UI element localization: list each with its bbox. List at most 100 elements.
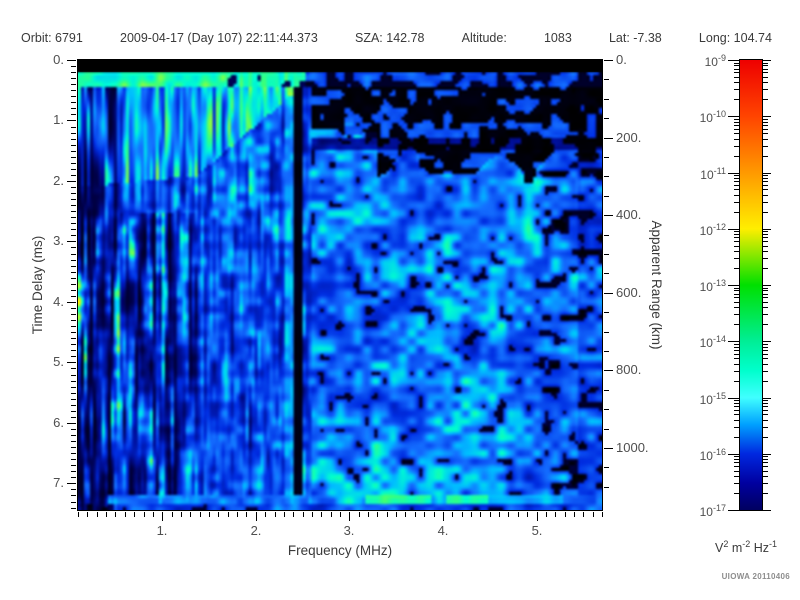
tick-mark [763, 125, 768, 126]
tick-mark [67, 362, 76, 363]
tick-mark [734, 89, 739, 90]
y-right-tick-label: 600. [616, 285, 642, 300]
tick-mark [763, 82, 768, 83]
tick-mark [71, 187, 76, 188]
tick-mark [734, 237, 739, 238]
tick-mark [604, 370, 613, 371]
tick-mark [71, 151, 76, 152]
colorbar-tick-label: 10-13 [699, 278, 726, 294]
tick-mark [734, 483, 739, 484]
tick-mark [368, 512, 369, 517]
tick-mark [734, 420, 739, 421]
tick-mark [763, 410, 768, 411]
tick-mark [763, 483, 768, 484]
tick-mark [71, 133, 76, 134]
tick-mark [471, 512, 472, 517]
y-left-tick-label: 6. [53, 415, 64, 430]
tick-mark [71, 84, 76, 85]
tick-mark [67, 302, 76, 303]
tick-mark [604, 176, 609, 177]
tick-mark [284, 512, 285, 517]
tick-mark [734, 493, 739, 494]
tick-mark [763, 60, 771, 61]
tick-mark [87, 512, 88, 517]
tick-mark [546, 512, 547, 517]
tick-mark [763, 406, 768, 407]
tick-mark [527, 512, 528, 517]
tick-mark [763, 466, 768, 467]
tick-mark [604, 157, 609, 158]
tick-mark [71, 326, 76, 327]
tick-mark [763, 290, 768, 291]
tick-mark [734, 181, 739, 182]
tick-mark [763, 89, 768, 90]
tick-mark [71, 508, 76, 509]
tick-mark [71, 272, 76, 273]
tick-mark [604, 448, 613, 449]
tick-mark [734, 381, 739, 382]
tick-mark [71, 266, 76, 267]
tick-mark [190, 512, 191, 517]
tick-mark [763, 364, 768, 365]
tick-mark [71, 175, 76, 176]
colorbar-gradient [740, 60, 762, 510]
x-tick-label: 3. [343, 523, 355, 538]
tick-mark [71, 459, 76, 460]
tick-mark [71, 375, 76, 376]
tick-mark [71, 260, 76, 261]
tick-mark [604, 235, 609, 236]
tick-mark [734, 175, 739, 176]
tick-mark [71, 145, 76, 146]
tick-mark [734, 251, 739, 252]
tick-mark [604, 118, 609, 119]
tick-mark [763, 358, 768, 359]
tick-mark [181, 512, 182, 517]
tick-mark [604, 390, 609, 391]
tick-mark [734, 297, 739, 298]
tick-mark [763, 476, 768, 477]
tick-mark [71, 332, 76, 333]
tick-mark [763, 294, 768, 295]
tick-mark [71, 435, 76, 436]
tick-mark [734, 63, 739, 64]
tick-mark [71, 393, 76, 394]
tick-mark [604, 429, 609, 430]
tick-mark [763, 178, 768, 179]
tick-mark [71, 344, 76, 345]
tick-mark [763, 427, 768, 428]
tick-mark [734, 324, 739, 325]
tick-mark [734, 65, 739, 66]
tick-mark [728, 454, 739, 455]
y-left-tick-label: 7. [53, 475, 64, 490]
tick-mark [67, 181, 76, 182]
tick-mark [763, 314, 768, 315]
altitude-value: 1083 [543, 31, 572, 45]
colorbar-tick-label: 10-14 [699, 334, 726, 350]
tick-mark [763, 454, 771, 455]
spectrogram-plot-area [77, 59, 603, 511]
tick-mark [734, 344, 739, 345]
tick-mark [349, 512, 350, 521]
tick-mark [144, 512, 145, 517]
tick-mark [604, 487, 609, 488]
tick-mark [71, 278, 76, 279]
tick-mark [763, 139, 768, 140]
tick-mark [763, 510, 771, 511]
tick-mark [734, 364, 739, 365]
tick-mark [134, 512, 135, 517]
tick-mark [71, 290, 76, 291]
tick-mark [604, 409, 609, 410]
tick-mark [462, 512, 463, 517]
tick-mark [734, 122, 739, 123]
tick-mark [734, 72, 739, 73]
tick-mark [71, 254, 76, 255]
tick-mark [71, 471, 76, 472]
tick-mark [71, 447, 76, 448]
spectrogram-canvas [78, 60, 602, 510]
tick-mark [71, 169, 76, 170]
tick-mark [734, 246, 739, 247]
y-left-tick-label: 5. [53, 354, 64, 369]
tick-mark [604, 79, 609, 80]
tick-mark [734, 403, 739, 404]
tick-mark [218, 512, 219, 517]
